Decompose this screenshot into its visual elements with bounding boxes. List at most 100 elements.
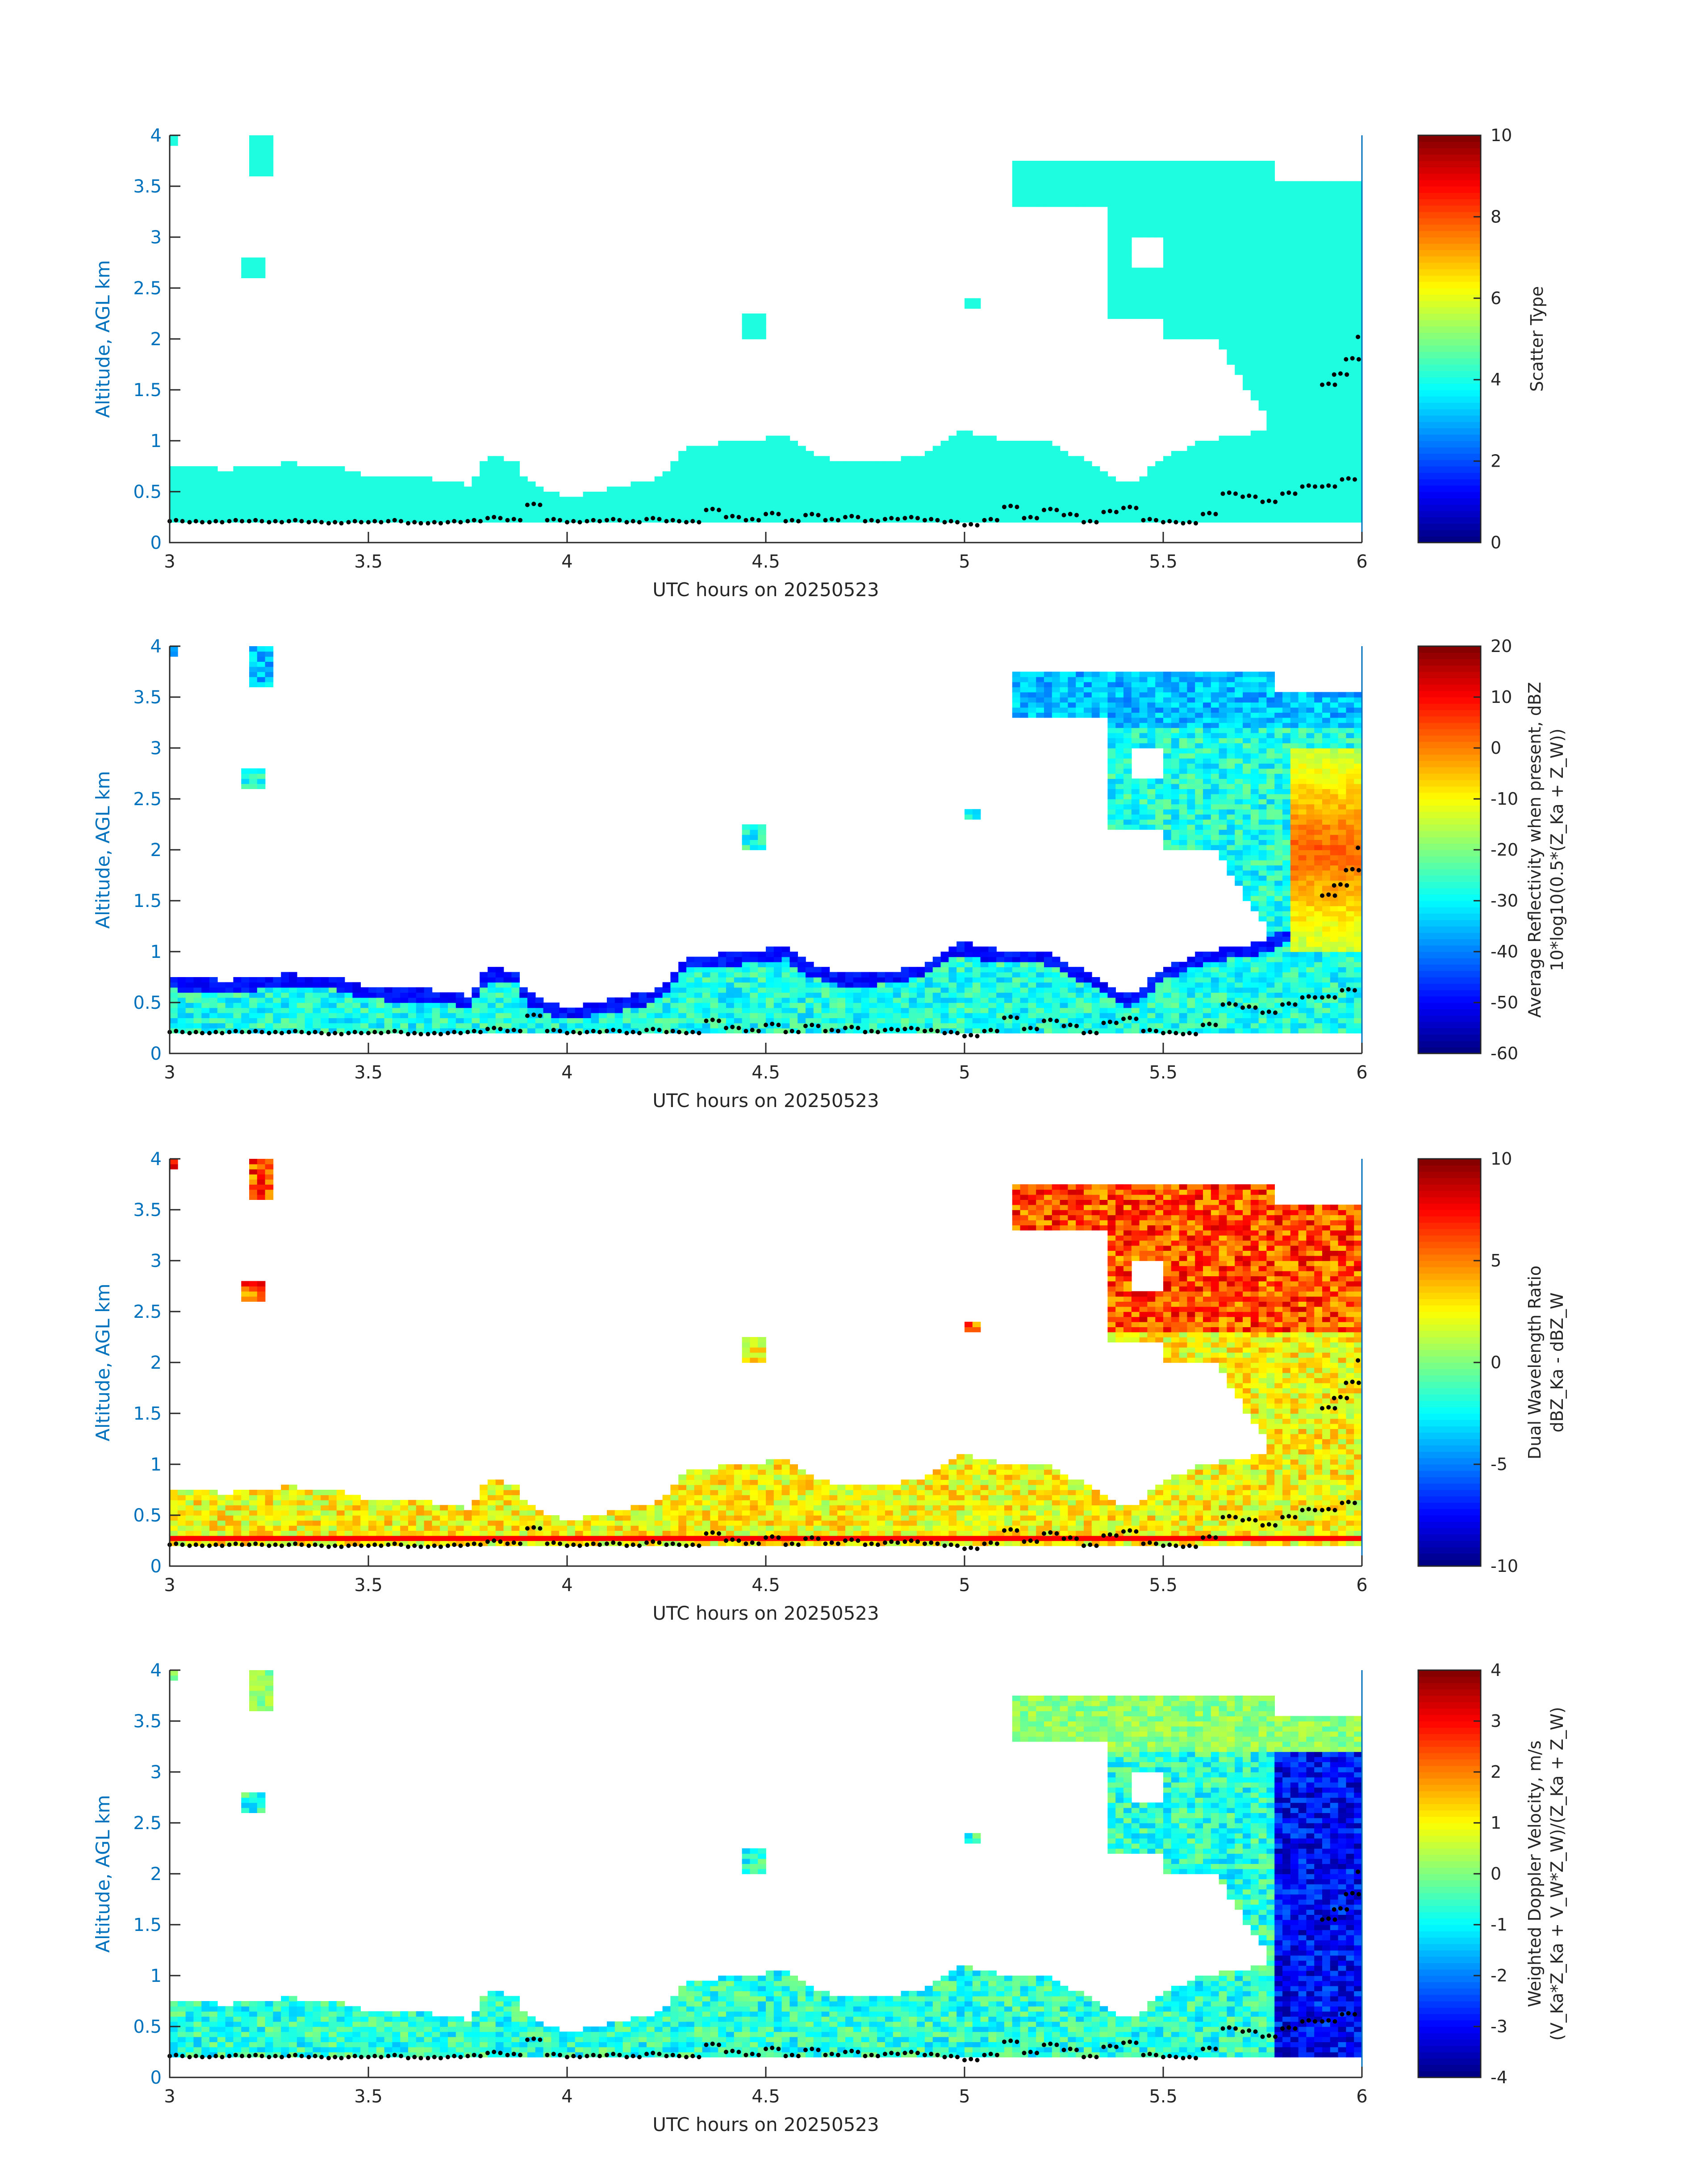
heatmap-cell	[527, 1018, 536, 1024]
heatmap-cell	[1306, 217, 1315, 222]
heatmap-cell	[376, 1003, 385, 1008]
heatmap-cell	[734, 992, 743, 998]
heatmap-cell	[1028, 466, 1036, 472]
heatmap-cell	[1266, 435, 1275, 441]
heatmap-cell	[925, 961, 933, 967]
heatmap-cell	[1306, 206, 1315, 212]
heatmap-cell	[273, 512, 281, 518]
heatmap-cell	[1179, 507, 1188, 513]
heatmap-cell	[217, 507, 226, 513]
colorbar-segment	[1418, 237, 1481, 244]
heatmap-cell	[281, 1012, 289, 1018]
heatmap-cell	[1250, 206, 1259, 212]
heatmap-cell	[988, 977, 997, 983]
heatmap-cell	[1258, 486, 1267, 492]
heatmap-cell	[972, 982, 981, 988]
heatmap-cell	[718, 446, 727, 451]
heatmap-cell	[249, 501, 258, 507]
heatmap-cell	[647, 501, 655, 507]
heatmap-cell	[893, 1023, 902, 1028]
heatmap-cell	[233, 497, 242, 502]
heatmap-cell	[1346, 512, 1354, 518]
heatmap-cell	[798, 471, 806, 477]
heatmap-cell	[281, 466, 289, 472]
heatmap-cell	[853, 476, 862, 482]
heatmap-cell	[1187, 313, 1195, 319]
heatmap-cell	[535, 512, 544, 518]
heatmap-cell	[1243, 227, 1251, 233]
heatmap-cell	[233, 492, 242, 497]
heatmap-cell	[1187, 227, 1195, 233]
heatmap-cell	[265, 656, 274, 662]
heatmap-cell	[241, 783, 250, 789]
heatmap-cell	[1266, 334, 1275, 339]
heatmap-cell	[1179, 497, 1188, 502]
heatmap-cell	[1314, 272, 1323, 278]
heatmap-cell	[980, 456, 989, 462]
heatmap-cell	[1258, 405, 1267, 411]
heatmap-cell	[1266, 364, 1275, 370]
heatmap-cell	[932, 497, 941, 502]
heatmap-cell	[1298, 430, 1307, 436]
heatmap-cell	[1076, 456, 1084, 462]
heatmap-cell	[1171, 247, 1180, 253]
heatmap-cell	[1004, 471, 1013, 477]
heatmap-cell	[480, 486, 488, 492]
heatmap-cell	[1266, 339, 1275, 345]
heatmap-cell	[1274, 201, 1283, 207]
heatmap-cell	[1306, 461, 1315, 467]
heatmap-cell	[1203, 221, 1211, 227]
heatmap-cell	[1298, 395, 1307, 401]
heatmap-cell	[1179, 181, 1188, 187]
heatmap-cell	[1028, 161, 1036, 167]
heatmap-cell	[965, 497, 973, 502]
heatmap-cell	[853, 982, 862, 988]
heatmap-cell	[965, 814, 973, 820]
heatmap-cell	[321, 492, 329, 497]
heatmap-cell	[1330, 217, 1339, 222]
heatmap-cell	[503, 492, 512, 497]
heatmap-cell	[932, 992, 941, 998]
heatmap-cell	[511, 492, 520, 497]
heatmap-cell	[1012, 196, 1021, 202]
heatmap-cell	[1163, 497, 1172, 502]
heatmap-cell	[607, 501, 615, 507]
heatmap-cell	[344, 1023, 353, 1028]
heatmap-cell	[1028, 497, 1036, 502]
heatmap-cell	[750, 461, 758, 467]
heatmap-cell	[972, 987, 981, 993]
heatmap-cell	[1115, 201, 1124, 207]
heatmap-cell	[1290, 441, 1299, 447]
heatmap-cell	[972, 1028, 981, 1034]
heatmap-cell	[1266, 217, 1275, 222]
heatmap-cell	[1187, 456, 1195, 462]
heatmap-cell	[1274, 420, 1283, 426]
heatmap-cell	[1330, 186, 1339, 192]
heatmap-cell	[1163, 166, 1172, 171]
heatmap-cell	[988, 471, 997, 477]
heatmap-cell	[734, 1003, 743, 1008]
heatmap-cell	[185, 507, 194, 513]
heatmap-cell	[1330, 492, 1339, 497]
heatmap-cell	[1060, 497, 1069, 502]
heatmap-cell	[940, 507, 949, 513]
heatmap-cell	[940, 476, 949, 482]
heatmap-cell	[1322, 476, 1331, 482]
heatmap-cell	[1187, 212, 1195, 217]
heatmap-cell	[1243, 283, 1251, 288]
heatmap-cell	[845, 1012, 854, 1018]
heatmap-cell	[1266, 263, 1275, 268]
heatmap-cell	[965, 1023, 973, 1028]
heatmap-cell	[909, 456, 917, 462]
heatmap-cell	[1322, 242, 1331, 248]
heatmap-cell	[543, 1003, 552, 1008]
heatmap-cell	[901, 1018, 910, 1024]
heatmap-cell	[1227, 497, 1235, 502]
heatmap-cell	[1306, 242, 1315, 248]
heatmap-cell	[607, 507, 615, 513]
heatmap-cell	[201, 471, 210, 477]
heatmap-cell	[1211, 212, 1219, 217]
heatmap-cell	[1346, 425, 1354, 431]
heatmap-cell	[1012, 952, 1021, 957]
heatmap-cell	[535, 1003, 544, 1008]
